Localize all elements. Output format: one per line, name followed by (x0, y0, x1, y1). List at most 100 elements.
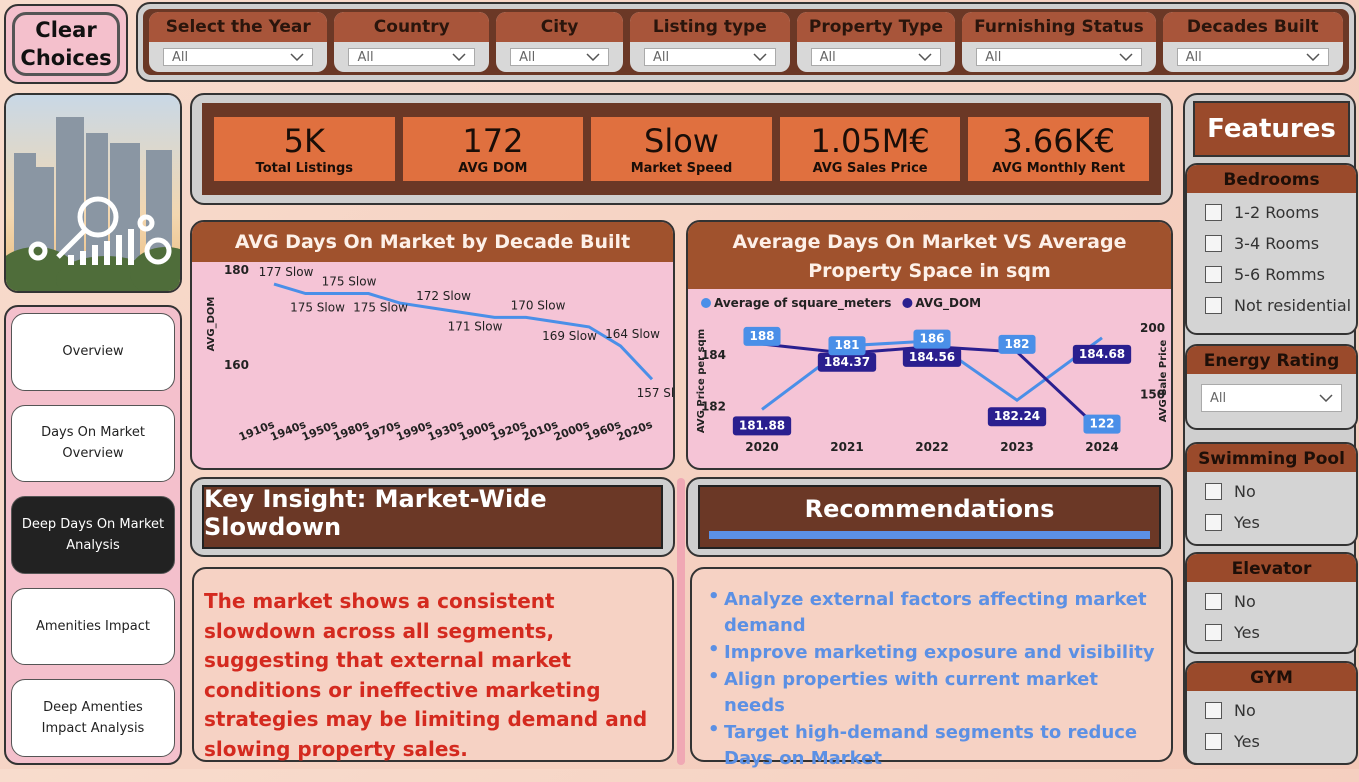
feature-section: Swimming Pool No Yes (1185, 442, 1358, 546)
data-label: 181.88 (739, 418, 785, 432)
insight-title: Key Insight: Market-Wide Slowdown (204, 485, 547, 541)
filter-dropdown[interactable]: All (510, 48, 610, 66)
legend-label: AVG_DOM (915, 296, 981, 311)
feature-section-title: Swimming Pool (1187, 444, 1356, 472)
option-label: Yes (1234, 623, 1260, 642)
clear-panel: Clear Choices (4, 4, 128, 84)
y-axis-title: AVG_DOM (206, 297, 217, 352)
data-label: 184.37 (824, 355, 870, 369)
checkbox (1205, 235, 1222, 252)
recommendations-title: Recommendations (804, 495, 1055, 523)
feature-options: No Yes (1187, 582, 1356, 648)
nav-button[interactable]: Deep Amenties Impact Analysis (11, 679, 175, 757)
features-title: Features (1193, 101, 1350, 157)
feature-section: Elevator No Yes (1185, 552, 1358, 654)
x-tick-label: 2020s (615, 418, 655, 444)
nav-button[interactable]: Deep Days On Market Analysis (11, 496, 175, 574)
data-label: 170 Slow (511, 298, 566, 312)
feature-option[interactable]: Yes (1187, 726, 1356, 757)
feature-option[interactable]: Not residential (1187, 290, 1356, 321)
data-label-box (1083, 414, 1121, 434)
kpi-value: 3.66K€ (1002, 121, 1115, 160)
feature-option[interactable]: 3-4 Rooms (1187, 228, 1356, 259)
feature-options: No Yes (1187, 472, 1356, 538)
y2-axis-title: AVG Sale Price (1158, 340, 1169, 423)
data-label: 175 Slow (322, 275, 377, 289)
kpi-label: AVG Monthly Rent (992, 160, 1126, 176)
x-tick-label: 2023 (1000, 440, 1033, 454)
feature-option[interactable]: No (1187, 476, 1356, 507)
nav-button[interactable]: Days On Market Overview (11, 404, 175, 483)
chevron-path (1319, 394, 1333, 402)
feature-option[interactable]: 5-6 Romms (1187, 259, 1356, 290)
line (273, 282, 654, 381)
dropdown-value: All (653, 49, 670, 65)
kpi-value: 1.05M€ (810, 121, 930, 160)
chevron (1306, 53, 1320, 61)
checkbox (1205, 266, 1222, 283)
insight-header: Key Insight: Market-Wide Slowdown (190, 477, 675, 557)
data-label: 177 Slow (259, 265, 314, 279)
feature-option[interactable]: Yes (1187, 617, 1356, 648)
nav-button[interactable]: Amenities Impact (11, 587, 175, 666)
chevron (1119, 53, 1133, 61)
filter-dropdown[interactable]: All (1176, 48, 1330, 66)
data-label-box (743, 326, 781, 346)
filter-card: Decades Built All (1162, 12, 1344, 72)
filter-label: Property Type (796, 12, 956, 42)
skyline-illustration (6, 95, 180, 291)
recommendations-header-box: Recommendations (698, 485, 1161, 549)
dropdown-value: All (1185, 49, 1202, 65)
feature-section: Energy Rating All (1185, 344, 1358, 430)
dropdown-value: All (819, 49, 836, 65)
data-label-box (998, 334, 1036, 354)
chevron (586, 53, 600, 61)
data-label-box (828, 336, 866, 356)
filter-dropdown[interactable]: All (348, 48, 476, 66)
features-panel: Features Bedrooms 1-2 Rooms 3-4 Rooms 5-6 R… (1183, 93, 1358, 765)
filter-dropdown[interactable]: All (644, 48, 776, 66)
filter-dropdown[interactable]: All (163, 48, 314, 66)
x-tick-label: 2021 (830, 440, 863, 454)
nav-button[interactable]: Overview (11, 313, 175, 391)
data-label: 172 Slow (416, 289, 471, 303)
x-tick-label: 2020 (745, 440, 778, 454)
growth-bars (68, 229, 134, 265)
feature-dropdown[interactable]: All (1201, 384, 1342, 412)
filter-card: Select the Year All (149, 12, 328, 72)
checkbox (1205, 514, 1222, 531)
chevron-path (586, 53, 600, 61)
chart: Average of square_meters AVG_DOM AVG Price… (696, 296, 1169, 454)
clear-button[interactable]: Clear Choices (12, 12, 120, 76)
option-label: Yes (1234, 513, 1260, 532)
hero-image (4, 93, 182, 293)
filter-dropdown[interactable]: All (810, 48, 942, 66)
kpi-card: Slow Market Speed (591, 117, 772, 181)
kpi-value: 172 (462, 121, 524, 160)
feature-option[interactable]: 1-2 Rooms (1187, 197, 1356, 228)
checkbox (1205, 483, 1222, 500)
checkbox (1205, 297, 1222, 314)
kpi-value: 5K (283, 121, 325, 160)
icon-overlay (28, 196, 172, 265)
filter-dropdown[interactable]: All (976, 48, 1142, 66)
chevron (753, 53, 767, 61)
chevron (290, 53, 304, 61)
recommendations-body: Analyze external factors affecting marke… (690, 567, 1173, 769)
filter-card: Country All (334, 12, 490, 72)
data-label: 184.68 (1079, 347, 1125, 361)
filter-row: Select the Year All Country All City All Listi… (143, 9, 1349, 75)
option-label: 3-4 Rooms (1234, 234, 1320, 253)
y-tick-label: 160 (224, 358, 249, 372)
kpi-label: AVG DOM (458, 160, 528, 176)
feature-option[interactable]: No (1187, 586, 1356, 617)
feature-options: No Yes (1187, 691, 1356, 757)
x-tick-label: 2022 (915, 440, 948, 454)
feature-option[interactable]: Yes (1187, 507, 1356, 538)
filter-card: Listing type All (630, 12, 790, 72)
insight-text: The market shows a consistent slowdown a… (204, 589, 648, 761)
chevron (1319, 394, 1333, 402)
checkbox (1205, 593, 1222, 610)
feature-option[interactable]: No (1187, 695, 1356, 726)
